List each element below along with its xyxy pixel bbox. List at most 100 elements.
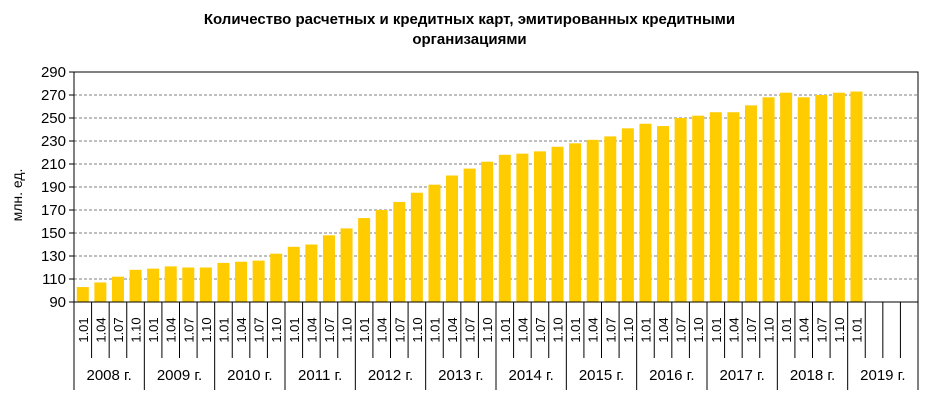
year-label: 2017 г. xyxy=(719,367,764,384)
x-tick-label: 1.04 xyxy=(797,317,812,342)
x-tick-label: 1.07 xyxy=(744,317,759,342)
x-tick-label: 1.01 xyxy=(216,317,231,342)
x-tick-label: 1.04 xyxy=(445,317,460,342)
x-tick-label: 1.01 xyxy=(287,317,302,342)
x-tick-label: 1.01 xyxy=(146,317,161,342)
axes xyxy=(73,71,919,390)
bar xyxy=(446,175,459,302)
year-label: 2010 г. xyxy=(227,367,272,384)
bar xyxy=(147,268,160,302)
y-tick-label: 250 xyxy=(41,110,66,127)
x-tick-label: 1.01 xyxy=(357,317,372,342)
bar xyxy=(358,218,371,302)
bar xyxy=(76,287,89,302)
x-tick-label: 1.01 xyxy=(427,317,442,342)
x-tick-label: 1.01 xyxy=(849,317,864,342)
year-label: 2012 г. xyxy=(368,367,413,384)
y-tick-labels: 90 110 130 150 170 190 210 230 250 270 290 xyxy=(41,64,66,311)
x-tick-label: 1.10 xyxy=(199,317,214,342)
x-tick-label: 1.10 xyxy=(269,317,284,342)
x-tick-label: 1.01 xyxy=(76,317,91,342)
bar xyxy=(533,151,546,302)
x-tick-label: 1.10 xyxy=(621,317,636,342)
x-tick-label: 1.07 xyxy=(181,317,196,342)
y-axis-label: млн. ед. xyxy=(9,169,25,222)
x-tick-label: 1.07 xyxy=(252,317,267,342)
y-tick-label: 150 xyxy=(41,225,66,242)
x-tick-label: 1.04 xyxy=(656,317,671,342)
bar xyxy=(111,276,124,302)
year-label: 2013 г. xyxy=(438,367,483,384)
bar xyxy=(270,253,283,302)
x-tick-label: 1.01 xyxy=(568,317,583,342)
bar xyxy=(551,146,564,302)
y-tick-label: 90 xyxy=(49,294,66,311)
bar xyxy=(428,184,441,302)
bar xyxy=(709,112,722,302)
bar xyxy=(182,267,195,302)
bar xyxy=(94,282,107,302)
bar xyxy=(199,267,212,302)
x-tick-label: 1.04 xyxy=(93,317,108,342)
bar xyxy=(375,210,388,302)
grid-lines xyxy=(69,71,918,303)
year-label: 2011 г. xyxy=(298,367,342,384)
x-tick-label: 1.07 xyxy=(463,317,478,342)
bar xyxy=(780,92,793,302)
bar xyxy=(604,136,617,302)
bar xyxy=(410,192,423,302)
bar xyxy=(621,128,634,302)
x-tick-label: 1.04 xyxy=(234,317,249,342)
chart-title-line-1: Количество расчетных и кредитных карт, э… xyxy=(203,11,736,28)
x-tick-label: 1.07 xyxy=(533,317,548,342)
bar xyxy=(516,153,529,302)
year-label: 2014 г. xyxy=(508,367,553,384)
year-label: 2009 г. xyxy=(157,367,202,384)
bar xyxy=(815,95,828,302)
bar xyxy=(762,97,775,302)
x-tick-label: 1.01 xyxy=(779,317,794,342)
x-tick-label: 1.10 xyxy=(832,317,847,342)
bar xyxy=(252,260,265,302)
bar xyxy=(744,105,757,302)
x-tick-label: 1.01 xyxy=(638,317,653,342)
bar xyxy=(287,246,300,302)
bar xyxy=(305,244,318,302)
x-tick-label: 1.04 xyxy=(164,317,179,342)
year-labels: 2008 г. 2009 г. 2010 г. 2011 г. 2012 г. 2013 … xyxy=(86,367,905,384)
x-tick-label: 1.04 xyxy=(586,317,601,342)
year-label: 2015 г. xyxy=(579,367,624,384)
x-tick-label: 1.07 xyxy=(322,317,337,342)
x-tick-label: 1.04 xyxy=(375,317,390,342)
x-tick-label: 1.10 xyxy=(691,317,706,342)
bar xyxy=(727,112,740,302)
bar xyxy=(569,143,582,302)
chart-title-line-2: организациями xyxy=(412,31,527,48)
x-tick-label: 1.07 xyxy=(111,317,126,342)
year-label: 2018 г. xyxy=(790,367,835,384)
x-tick-label: 1.07 xyxy=(392,317,407,342)
bar xyxy=(586,139,599,302)
bars xyxy=(76,91,863,302)
bar xyxy=(639,123,652,302)
bar xyxy=(797,97,810,302)
y-tick-label: 290 xyxy=(41,64,66,81)
bar xyxy=(340,228,353,302)
bar xyxy=(832,92,845,302)
chart-title: Количество расчетных и кредитных карт, э… xyxy=(0,10,939,50)
bar xyxy=(463,168,476,302)
x-tick-label: 1.07 xyxy=(603,317,618,342)
y-tick-label: 230 xyxy=(41,133,66,150)
x-tick-label: 1.01 xyxy=(498,317,513,342)
x-tick-labels: 1.01 1.04 1.07 1.10 1.01 1.04 1.07 1.10 1.01 1.04… xyxy=(76,317,865,342)
x-tick-label: 1.04 xyxy=(515,317,530,342)
x-tick-label: 1.10 xyxy=(129,317,144,342)
year-label: 2019 г. xyxy=(860,367,905,384)
bar xyxy=(692,115,705,302)
y-tick-label: 190 xyxy=(41,179,66,196)
y-tick-label: 130 xyxy=(41,248,66,265)
year-label: 2008 г. xyxy=(86,367,131,384)
year-label: 2016 г. xyxy=(649,367,694,384)
bar xyxy=(481,161,494,302)
bar xyxy=(657,126,670,302)
